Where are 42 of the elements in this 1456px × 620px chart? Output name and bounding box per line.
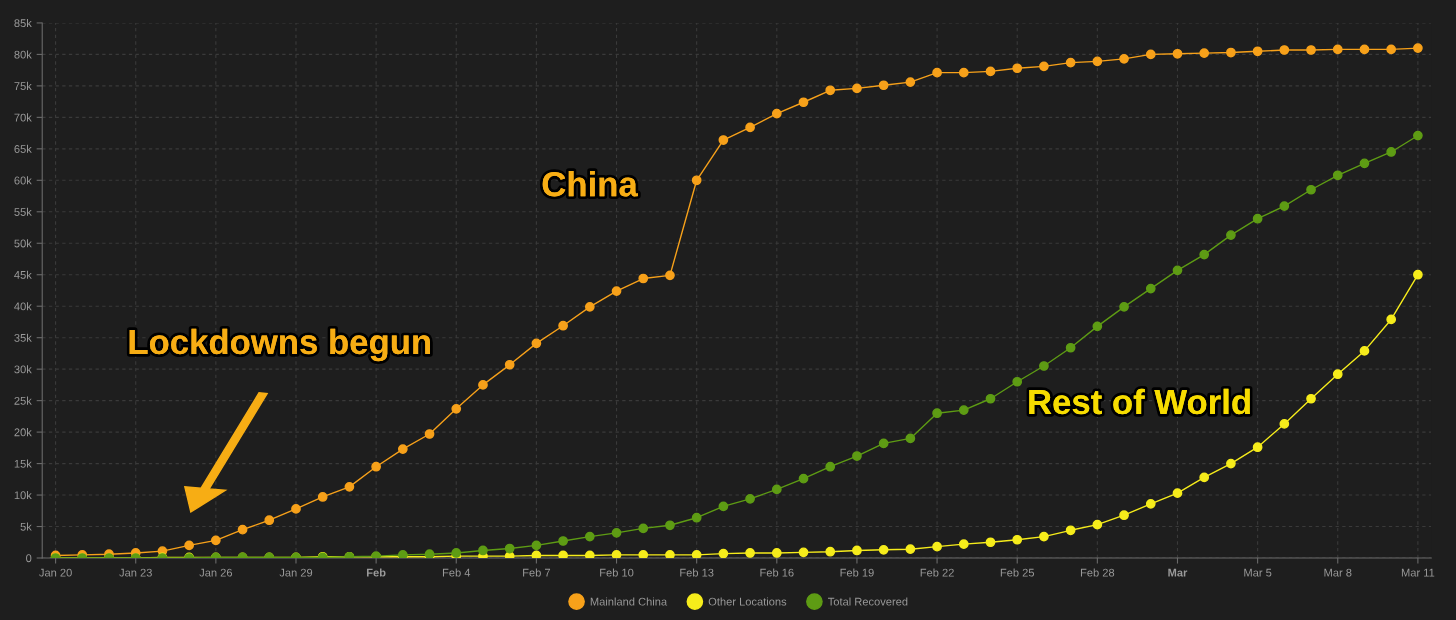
- y-tick-label: 0: [26, 554, 32, 563]
- x-tick-label: Mar 8: [1324, 568, 1352, 577]
- y-tick-label: 10k: [14, 491, 32, 500]
- y-tick-label: 5k: [20, 522, 32, 531]
- y-tick-label: 35k: [14, 333, 32, 342]
- x-tick-label: Feb 7: [523, 568, 551, 577]
- x-tick-label: Jan 26: [199, 568, 233, 577]
- x-tick-label: Mar 11: [1401, 568, 1435, 577]
- x-tick-label: Feb 16: [760, 568, 794, 577]
- legend-label: Other Locations: [708, 597, 787, 606]
- annotation: Lockdowns begun: [129, 328, 430, 362]
- y-tick-label: 70k: [14, 113, 32, 122]
- x-tick-label: Feb 19: [840, 568, 874, 577]
- y-tick-label: 80k: [14, 50, 32, 59]
- x-tick-label: Jan 29: [279, 568, 313, 577]
- x-tick-label: Jan 20: [39, 568, 72, 577]
- x-tick-label: Feb: [366, 568, 386, 577]
- x-tick-label: Jan 23: [119, 568, 152, 577]
- x-tick-label: Feb 28: [1080, 568, 1115, 577]
- y-tick-label: 45k: [14, 270, 32, 279]
- y-tick-label: 75k: [14, 81, 32, 91]
- annotation: Rest of World: [1029, 388, 1250, 415]
- legend-label: Mainland China: [590, 597, 668, 606]
- x-tick-label: Feb 25: [1000, 568, 1035, 577]
- y-tick-label: 30k: [14, 365, 32, 374]
- y-tick-label: 55k: [14, 207, 32, 216]
- y-tick-label: 20k: [14, 428, 32, 437]
- y-tick-label: 40k: [14, 302, 32, 311]
- annotation: China: [542, 171, 638, 197]
- y-tick-label: 25k: [14, 396, 32, 405]
- x-tick-label: Feb 13: [680, 568, 714, 577]
- legend-label: Total Recovered: [828, 597, 908, 606]
- y-tick-label: 15k: [14, 459, 32, 468]
- x-tick-label: Feb 10: [600, 568, 634, 577]
- y-tick-label: 50k: [14, 239, 32, 248]
- x-tick-label: Mar 5: [1244, 568, 1272, 577]
- y-tick-label: 85k: [14, 18, 32, 28]
- x-tick-label: Feb 4: [442, 568, 471, 577]
- x-tick-label: Feb 22: [920, 568, 954, 577]
- x-tick-label: Mar: [1168, 568, 1188, 577]
- y-tick-label: 60k: [14, 176, 32, 185]
- y-tick-label: 65k: [14, 144, 32, 153]
